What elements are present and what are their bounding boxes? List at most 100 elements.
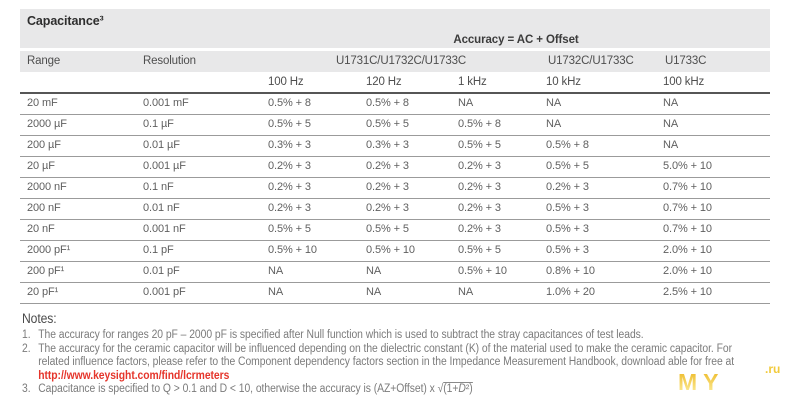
watermark-domain: .ru	[765, 362, 781, 376]
radicand-pre: (1+	[443, 383, 459, 396]
accuracy-cell: 0.8% + 10	[546, 265, 595, 277]
freq-header-100hz: 100 Hz	[268, 76, 304, 88]
accuracy-cell: 0.2% + 3	[268, 202, 311, 214]
accuracy-cell: 0.7% + 10	[663, 223, 712, 235]
resolution-cell: 0.001 pF	[143, 286, 186, 298]
accuracy-cell: 0.5% + 10	[366, 244, 415, 256]
accuracy-cell: 0.2% + 3	[268, 181, 311, 193]
accuracy-cell: 0.3% + 3	[366, 139, 409, 151]
sqrt-radicand: (1+D²)	[443, 382, 473, 396]
resolution-cell: 0.01 nF	[143, 202, 180, 214]
accuracy-cell: NA	[663, 97, 679, 109]
note-3: 3. Capacitance is specified to Q > 0.1 a…	[22, 382, 796, 397]
note-1: 1. The accuracy for ranges 20 pF – 2000 …	[22, 329, 796, 343]
accuracy-cell: NA	[268, 265, 284, 277]
accuracy-cell: 0.5% + 10	[458, 265, 507, 277]
accuracy-header: Accuracy = AC + Offset	[453, 34, 579, 46]
accuracy-cell: 0.5% + 5	[458, 244, 501, 256]
accuracy-cell: NA	[546, 97, 562, 109]
resolution-cell: 0.01 µF	[143, 139, 180, 151]
note-2: 2. The accuracy for the ceramic capacito…	[22, 343, 796, 384]
header-gap	[20, 48, 770, 51]
table-row: 20 pF¹ 0.001 pF NA NA NA 1.0% + 20 2.5% + 10	[20, 283, 770, 304]
range-cell: 20 pF¹	[27, 286, 59, 298]
radicand-variable-d: D	[458, 383, 466, 396]
sqrt-symbol: √	[437, 383, 444, 396]
note-number: 2.	[22, 342, 31, 355]
accuracy-cell: 0.5% + 5	[546, 160, 589, 172]
accuracy-cell: 0.5% + 8	[546, 139, 589, 151]
accuracy-cell: 0.5% + 8	[458, 118, 501, 130]
accuracy-cell: NA	[458, 97, 474, 109]
freq-header-1khz: 1 kHz	[458, 76, 487, 88]
accuracy-cell: 0.5% + 3	[546, 223, 589, 235]
accuracy-cell: NA	[663, 139, 679, 151]
radicand-post: ²)	[465, 383, 473, 396]
table-row: 2000 pF¹ 0.1 pF 0.5% + 10 0.5% + 10 0.5% + 5…	[20, 241, 770, 262]
capacitance-spec-table: Capacitance³ Accuracy = AC + Offset Rang…	[20, 9, 770, 304]
model-group-u1731c-u1732c-u1733c: U1731C/U1732C/U1733C	[336, 55, 466, 67]
accuracy-cell: NA	[546, 118, 562, 130]
accuracy-cell: NA	[366, 265, 382, 277]
note-3-body: Capacitance is specified to Q > 0.1 and …	[38, 383, 438, 396]
range-cell: 2000 pF¹	[27, 244, 71, 256]
note-2-line-1: The accuracy for the ceramic capacitor w…	[38, 342, 732, 355]
table-top-rule	[20, 92, 770, 94]
accuracy-cell: 0.5% + 8	[268, 97, 311, 109]
resolution-cell: 0.001 µF	[143, 160, 186, 172]
column-header-row: Range Resolution U1731C/U1732C/U1733C U1…	[20, 51, 770, 72]
note-number: 1.	[22, 329, 31, 341]
model-group-u1732c-u1733c: U1732C/U1733C	[548, 55, 634, 67]
accuracy-cell: 1.0% + 20	[546, 286, 595, 298]
accuracy-cell: 0.5% + 5	[268, 223, 311, 235]
keysight-lcrmeters-link[interactable]: http://www.keysight.com/find/lcrmeters	[38, 369, 230, 382]
resolution-cell: 0.1 nF	[143, 181, 174, 193]
accuracy-cell: 2.0% + 10	[663, 244, 712, 256]
page-title: Capacitance³	[27, 14, 104, 28]
table-row: 2000 nF 0.1 nF 0.2% + 3 0.2% + 3 0.2% + 3 0.2…	[20, 178, 770, 199]
table-row: 200 nF 0.01 nF 0.2% + 3 0.2% + 3 0.2% + 3 0.5…	[20, 199, 770, 220]
accuracy-cell: 2.0% + 10	[663, 265, 712, 277]
accuracy-cell: 5.0% + 10	[663, 160, 712, 172]
accuracy-cell: 0.5% + 5	[268, 118, 311, 130]
accuracy-cell: 0.5% + 8	[366, 97, 409, 109]
accuracy-cell: 0.2% + 3	[366, 181, 409, 193]
accuracy-cell: 0.5% + 5	[458, 139, 501, 151]
accuracy-cell: 0.2% + 3	[546, 181, 589, 193]
accuracy-cell: NA	[458, 286, 474, 298]
resolution-cell: 0.001 mF	[143, 97, 189, 109]
resolution-cell: 0.1 µF	[143, 118, 174, 130]
accuracy-cell: NA	[663, 118, 679, 130]
accuracy-cell: 0.2% + 3	[458, 160, 501, 172]
accuracy-cell: 0.3% + 3	[268, 139, 311, 151]
accuracy-cell: NA	[366, 286, 382, 298]
freq-header-100khz: 100 kHz	[663, 76, 705, 88]
resolution-cell: 0.1 pF	[143, 244, 174, 256]
accuracy-cell: 0.5% + 5	[366, 223, 409, 235]
resolution-cell: 0.001 nF	[143, 223, 186, 235]
freq-spacer	[20, 72, 137, 92]
note-number: 3.	[22, 383, 31, 396]
table-header-band: Capacitance³ Accuracy = AC + Offset	[20, 9, 770, 48]
table-row: 200 µF 0.01 µF 0.3% + 3 0.3% + 3 0.5% + 5 0.5…	[20, 136, 770, 157]
table-row: 20 mF 0.001 mF 0.5% + 8 0.5% + 8 NA NA NA	[20, 94, 770, 115]
accuracy-cell: 0.2% + 3	[458, 223, 501, 235]
range-cell: 20 µF	[27, 160, 55, 172]
range-cell: 20 mF	[27, 97, 58, 109]
col-header-resolution: Resolution	[143, 55, 196, 67]
note-1-text: The accuracy for ranges 20 pF – 2000 pF …	[38, 329, 644, 341]
col-header-range: Range	[27, 55, 61, 67]
accuracy-cell: 0.7% + 10	[663, 202, 712, 214]
note-2-text: The accuracy for the ceramic capacitor w…	[38, 343, 734, 384]
accuracy-cell: 0.5% + 3	[546, 202, 589, 214]
accuracy-cell: 0.5% + 10	[268, 244, 317, 256]
accuracy-cell: 0.2% + 3	[268, 160, 311, 172]
accuracy-cell: 0.5% + 3	[546, 244, 589, 256]
table-row: 20 µF 0.001 µF 0.2% + 3 0.2% + 3 0.2% + 3 0.5…	[20, 157, 770, 178]
accuracy-cell: 0.7% + 10	[663, 181, 712, 193]
accuracy-cell: 0.2% + 3	[458, 202, 501, 214]
range-cell: 200 nF	[27, 202, 61, 214]
accuracy-cell: 0.2% + 3	[458, 181, 501, 193]
freq-header-10khz: 10 kHz	[546, 76, 581, 88]
